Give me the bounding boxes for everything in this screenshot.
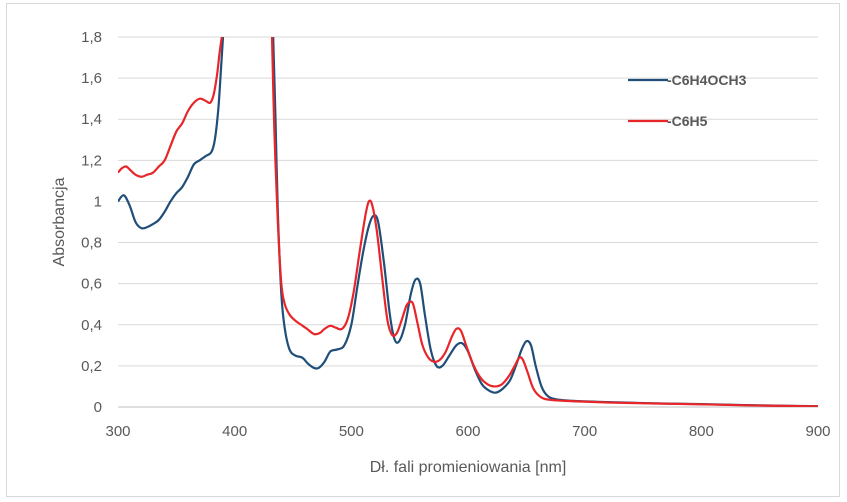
legend-label: -C6H5	[667, 113, 708, 129]
y-axis-title: Absorbancja	[51, 177, 68, 266]
legend-label: -C6H4OCH3	[667, 72, 747, 88]
y-tick-label: 1,4	[81, 111, 102, 128]
series-line-c6h4och3	[118, 37, 818, 407]
y-tick-label: 0,6	[81, 276, 102, 293]
y-tick-label: 0,2	[81, 358, 102, 375]
x-tick-labels: 300 400 500 600 700 800 900	[105, 423, 830, 440]
y-tick-label: 1,2	[81, 152, 102, 169]
y-tick-label: 0,4	[81, 317, 102, 334]
x-tick-label: 500	[339, 423, 364, 440]
series-line-c6h5	[118, 37, 818, 407]
x-tick-label: 300	[105, 423, 130, 440]
x-axis-title: Dł. fali promieniowania [nm]	[370, 459, 567, 476]
series-lines	[118, 37, 818, 407]
x-tick-label: 600	[455, 423, 480, 440]
y-tick-label: 1,6	[81, 70, 102, 87]
chart-frame	[6, 3, 840, 497]
x-tick-label: 900	[805, 423, 830, 440]
legend: -C6H4OCH3 -C6H5	[628, 72, 747, 129]
x-tick-label: 800	[689, 423, 714, 440]
gridlines	[118, 36, 818, 408]
y-tick-label: 1	[94, 193, 102, 210]
y-tick-label: 0	[94, 399, 102, 416]
y-tick-label: 1,8	[81, 29, 102, 46]
x-tick-label: 700	[572, 423, 597, 440]
y-tick-labels: 0 0,2 0,4 0,6 0,8 1 1,2 1,4 1,6 1,8	[81, 29, 102, 416]
y-tick-label: 0,8	[81, 235, 102, 252]
x-tick-label: 400	[222, 423, 247, 440]
